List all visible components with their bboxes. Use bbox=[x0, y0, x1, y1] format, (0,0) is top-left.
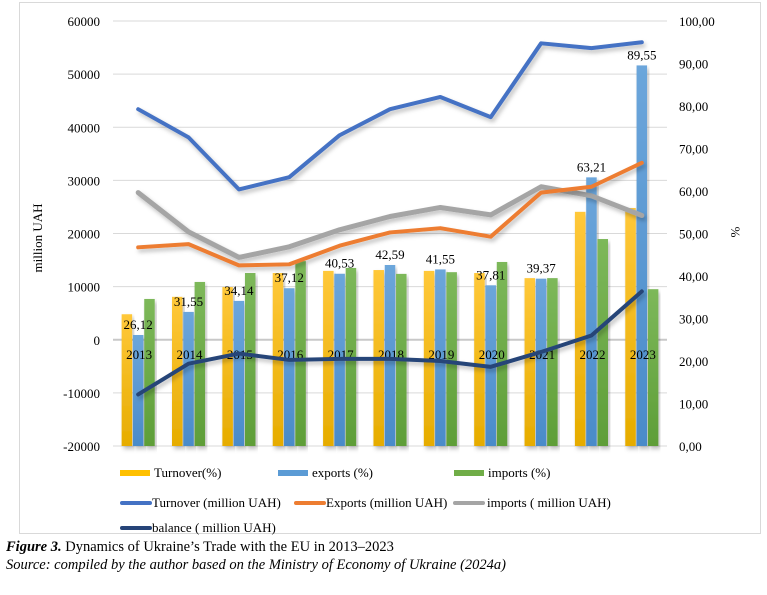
bar-exports bbox=[284, 288, 295, 446]
x-tick-label: 2019 bbox=[428, 347, 454, 362]
combo-chart: 2013 2014 2015 2016 2017 2018 2019 2020 2021 2022… bbox=[30, 14, 743, 454]
y-axis-left-title: million UAH bbox=[30, 204, 45, 273]
bar-imports bbox=[244, 273, 256, 446]
figure-label: Figure 3. bbox=[6, 539, 62, 555]
bar-exports bbox=[183, 311, 194, 446]
data-label: 89,55 bbox=[627, 47, 656, 62]
bar-turnover bbox=[121, 314, 133, 446]
y-axis-left-ticks: 60000 50000 40000 30000 20000 10000 0 -10000 -20… bbox=[63, 14, 100, 454]
data-label: 63,21 bbox=[577, 159, 606, 174]
data-label: 31,55 bbox=[174, 294, 203, 309]
legend-item-turnover-uah: Turnover (million UAH) bbox=[120, 495, 281, 511]
bar-turnover bbox=[524, 278, 536, 446]
bar-exports bbox=[535, 278, 547, 446]
line-turnover bbox=[136, 40, 644, 192]
y2-tick-label: 50,00 bbox=[679, 227, 708, 242]
line-exports bbox=[136, 160, 644, 268]
y2-tick-label: 0,00 bbox=[679, 439, 702, 454]
bar-imports bbox=[547, 278, 558, 446]
legend-swatch bbox=[278, 470, 308, 476]
data-label: 26,12 bbox=[124, 317, 153, 332]
legend-label: Exports (million UAH) bbox=[326, 495, 448, 510]
y2-tick-label: 10,00 bbox=[679, 397, 708, 412]
line-balance bbox=[136, 289, 644, 397]
y2-tick-label: 30,00 bbox=[679, 312, 708, 327]
y2-tick-label: 70,00 bbox=[679, 142, 708, 157]
legend-swatch bbox=[120, 526, 152, 530]
bar-exports bbox=[636, 65, 648, 446]
legend-item-balance-uah: balance ( million UAH) bbox=[120, 520, 276, 536]
legend-label: imports (%) bbox=[488, 465, 551, 480]
bar-imports bbox=[597, 239, 609, 446]
legend-label: balance ( million UAH) bbox=[152, 520, 276, 535]
y-tick-label: -10000 bbox=[63, 386, 100, 401]
bar-turnover bbox=[222, 287, 233, 446]
y-axis-right-title: % bbox=[728, 227, 743, 238]
y2-tick-label: 80,00 bbox=[679, 99, 708, 114]
y-tick-label: 30000 bbox=[68, 173, 101, 188]
y2-tick-label: 20,00 bbox=[679, 354, 708, 369]
figure-caption: Figure 3. Dynamics of Ukraine’s Trade wi… bbox=[6, 539, 394, 556]
figure-source: Source: compiled by the author based on … bbox=[6, 557, 507, 573]
legend-item-imports-pct: imports (%) bbox=[454, 465, 550, 481]
y-tick-label: 20000 bbox=[68, 227, 101, 242]
data-label: 42,59 bbox=[375, 247, 404, 262]
legend-item-exports-pct: exports (%) bbox=[278, 465, 373, 481]
bar-turnover bbox=[574, 211, 586, 446]
legend-label: exports (%) bbox=[312, 465, 374, 480]
y2-tick-label: 60,00 bbox=[679, 184, 708, 199]
x-tick-label: 2013 bbox=[126, 347, 152, 362]
x-tick-label: 2020 bbox=[479, 347, 505, 362]
bar-imports bbox=[144, 298, 155, 446]
bar-turnover bbox=[423, 270, 435, 446]
legend-swatch bbox=[120, 501, 152, 505]
bar-exports bbox=[132, 334, 144, 446]
legend-swatch bbox=[453, 501, 485, 505]
legend-label: imports ( million UAH) bbox=[487, 495, 611, 510]
legend-swatch bbox=[454, 470, 484, 476]
lines bbox=[135, 40, 645, 397]
bar-turnover bbox=[474, 273, 485, 446]
bar-imports bbox=[446, 272, 457, 446]
data-label: 37,12 bbox=[275, 270, 304, 285]
y-tick-label: -20000 bbox=[63, 439, 100, 454]
figure-title: Dynamics of Ukraine’s Trade with the EU … bbox=[61, 539, 394, 555]
data-label: 37,81 bbox=[476, 267, 505, 282]
legend-item-turnover-pct: Turnover(%) bbox=[120, 465, 221, 481]
x-tick-label: 2023 bbox=[630, 347, 656, 362]
bar-imports bbox=[647, 289, 659, 446]
legend-label: Turnover (million UAH) bbox=[152, 495, 281, 510]
data-label: 34,14 bbox=[224, 283, 254, 298]
data-labels: 26,12 31,55 34,14 37,12 40,53 42,59 41,55 37,81… bbox=[124, 47, 657, 332]
x-tick-label: 2022 bbox=[579, 347, 605, 362]
bar-exports bbox=[384, 264, 396, 446]
y2-tick-label: 90,00 bbox=[679, 57, 708, 72]
data-label: 39,37 bbox=[526, 261, 556, 276]
legend-swatch bbox=[120, 470, 150, 476]
y-tick-label: 40000 bbox=[68, 120, 101, 135]
bar-imports bbox=[496, 261, 508, 446]
x-tick-label: 2014 bbox=[177, 347, 204, 362]
legend-swatch bbox=[294, 501, 326, 505]
bar-exports bbox=[586, 177, 597, 447]
bar-turnover bbox=[625, 208, 636, 446]
y-tick-label: 10000 bbox=[68, 280, 101, 295]
bar-exports bbox=[233, 300, 245, 446]
y-tick-label: 60000 bbox=[68, 14, 101, 29]
data-label: 41,55 bbox=[426, 251, 455, 266]
bar-imports bbox=[295, 261, 306, 446]
bar-exports bbox=[435, 269, 446, 446]
bar-imports bbox=[194, 281, 206, 446]
legend-item-imports-uah: imports ( million UAH) bbox=[453, 495, 611, 511]
y2-tick-label: 100,00 bbox=[679, 14, 715, 29]
y2-tick-label: 40,00 bbox=[679, 269, 708, 284]
legend-label: Turnover(%) bbox=[154, 465, 222, 480]
y-tick-label: 0 bbox=[94, 333, 101, 348]
y-tick-label: 50000 bbox=[68, 67, 101, 82]
data-label: 40,53 bbox=[325, 256, 354, 271]
legend-item-exports-uah: Exports (million UAH) bbox=[294, 495, 447, 511]
y-axis-right-ticks: 100,00 90,00 80,00 70,00 60,00 50,00 40,00 30,0… bbox=[679, 14, 715, 454]
